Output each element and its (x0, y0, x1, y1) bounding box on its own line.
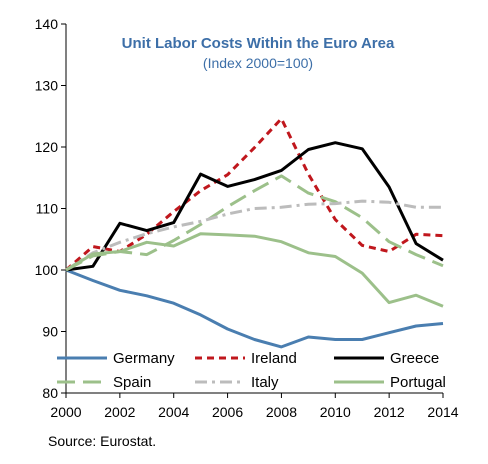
series-line-greece (65, 141, 444, 272)
x-tick-label: 2014 (427, 404, 458, 420)
x-tick-label: 2002 (104, 404, 135, 420)
series-lines (65, 117, 444, 349)
x-axis-ticks: 2000 2002 2004 2006 2008 2010 2012 2014 (50, 393, 459, 420)
series-line-ireland (65, 117, 444, 272)
legend-label-ireland: Ireland (251, 350, 297, 367)
x-tick-label: 2000 (50, 404, 81, 420)
y-tick-label: 110 (36, 201, 59, 217)
y-axis-ticks: 80 90 100 110 120 130 140 (35, 16, 66, 401)
axes (65, 24, 443, 394)
source-note: Source: Eurostat. (48, 433, 156, 449)
series-line-italy (65, 199, 443, 272)
series-line-germany (65, 268, 444, 349)
legend: Germany Ireland Greece Spain Italy Portugal (57, 350, 446, 391)
y-tick-label: 90 (42, 324, 58, 340)
y-tick-label: 140 (35, 16, 59, 32)
legend-label-germany: Germany (113, 350, 175, 367)
x-tick-label: 2010 (320, 404, 351, 420)
legend-label-greece: Greece (390, 350, 439, 367)
x-tick-label: 2008 (266, 404, 297, 420)
legend-label-spain: Spain (113, 374, 151, 391)
legend-label-italy: Italy (251, 374, 279, 391)
x-tick-label: 2004 (158, 404, 189, 420)
y-tick-label: 80 (42, 385, 58, 401)
chart-title: Unit Labor Costs Within the Euro Area (122, 35, 395, 52)
legend-label-portugal: Portugal (390, 374, 446, 391)
chart-subtitle: (Index 2000=100) (203, 55, 313, 71)
y-tick-label: 100 (35, 262, 59, 278)
x-tick-label: 2012 (374, 404, 405, 420)
x-tick-label: 2006 (212, 404, 243, 420)
y-tick-label: 130 (35, 78, 59, 94)
series-line-portugal (65, 232, 444, 308)
series-line-spain (65, 174, 444, 272)
y-tick-label: 120 (35, 139, 59, 155)
